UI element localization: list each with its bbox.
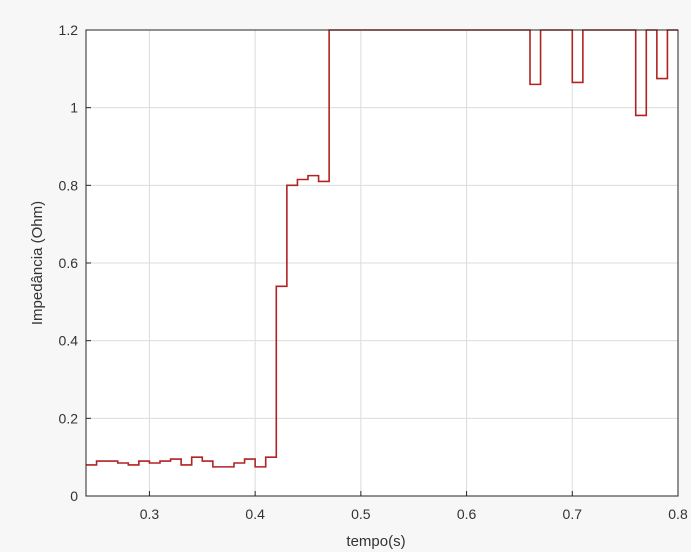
axis-ticks: 0.3 0.4 0.5 0.6 0.7 0.8 0 0.2 0.4 0.6 0.8 1 1.2: [59, 22, 688, 522]
y-axis-label: Impedância (Ohm): [29, 201, 46, 325]
x-tick-label: 0.8: [668, 506, 688, 522]
x-tick-label: 0.4: [245, 506, 265, 522]
y-tick-label: 0.2: [59, 410, 79, 426]
x-tick-label: 0.5: [351, 506, 371, 522]
impedance-series-line: [86, 29, 678, 468]
x-tick-label: 0.6: [457, 506, 477, 522]
x-tick-label: 0.7: [563, 506, 583, 522]
data-series-layer: [86, 29, 678, 468]
y-tick-label: 0.8: [59, 177, 79, 193]
x-tick-label: 0.3: [140, 506, 160, 522]
grid-lines: [86, 29, 679, 497]
y-tick-label: 0: [70, 488, 78, 504]
y-tick-label: 1: [70, 100, 78, 116]
y-tick-label: 1.2: [59, 22, 79, 38]
x-axis-label: tempo(s): [346, 533, 405, 550]
y-tick-label: 0.4: [59, 333, 79, 349]
y-tick-label: 0.6: [59, 255, 79, 271]
